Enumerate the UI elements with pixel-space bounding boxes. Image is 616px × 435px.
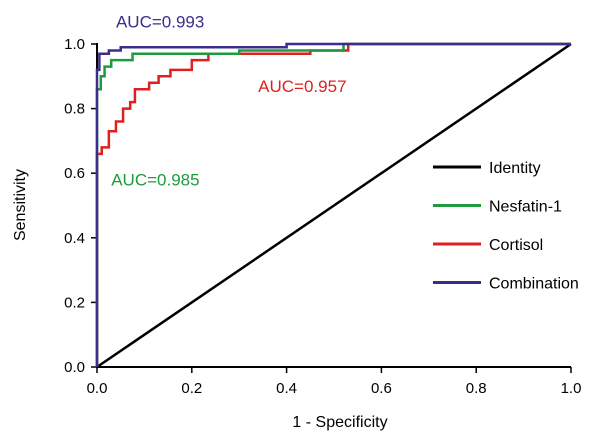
y-tick-label: 0.6 — [64, 165, 85, 182]
x-tick-label: 0.6 — [371, 380, 392, 397]
y-axis-title: Sensitivity — [12, 169, 29, 241]
legend: Identity Nesfatin-1 Cortisol Combination — [433, 160, 579, 293]
auc-label-nesfatin-1: AUC=0.985 — [111, 171, 199, 190]
y-tick-label: 0.0 — [64, 359, 85, 376]
y-tick-label: 0.4 — [64, 230, 85, 247]
x-tick-label: 0.8 — [466, 380, 487, 397]
series-line-nesfatin-1 — [95, 42, 571, 367]
legend-label-cortisol: Cortisol — [489, 237, 543, 254]
x-tick-label: 0.4 — [276, 380, 297, 397]
axes: 0.0 0.2 0.4 0.6 0.8 1.0 0.0 0.2 0.4 0.6 0.8 1.0 — [64, 36, 581, 397]
series-line-identity — [96, 42, 572, 369]
legend-label-nesfatin-1: Nesfatin-1 — [489, 199, 562, 216]
series-layer — [95, 42, 572, 369]
legend-label-combination: Combination — [489, 276, 579, 293]
auc-label-cortisol: AUC=0.957 — [258, 77, 346, 96]
y-tick-label: 1.0 — [64, 36, 85, 53]
x-tick-label: 1.0 — [561, 380, 582, 397]
y-tick-label: 0.8 — [64, 101, 85, 118]
auc-annotations: AUC=0.993 AUC=0.957 AUC=0.985 — [111, 12, 346, 189]
auc-label-combination: AUC=0.993 — [116, 12, 204, 31]
series-line-combination — [95, 42, 571, 367]
x-tick-label: 0.0 — [87, 380, 108, 397]
legend-label-identity: Identity — [489, 160, 541, 177]
series-line-cortisol — [95, 42, 571, 367]
x-axis-title: 1 - Specificity — [292, 414, 387, 431]
y-tick-label: 0.2 — [64, 294, 85, 311]
x-tick-label: 0.2 — [181, 380, 202, 397]
